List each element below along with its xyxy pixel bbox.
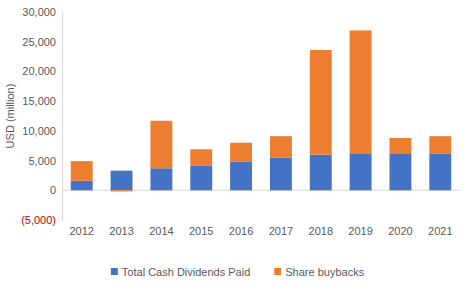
bar	[71, 181, 93, 191]
legend-item: Share buybacks	[274, 266, 364, 278]
plot: (5,000) 0 5,000 10,000 15,000 20,000 25,000 30,…	[21, 6, 460, 237]
legend-label: Share buybacks	[285, 266, 364, 278]
x-tick: 2019	[348, 220, 372, 237]
y-tick: 10,000	[22, 125, 62, 137]
bar	[150, 121, 172, 169]
x-tick: 2018	[309, 220, 333, 237]
x-tick-label: 2018	[309, 225, 333, 237]
x-axis: 2012 2013 2014 2015 2016 2017 2018 2019 2020 2021	[63, 220, 461, 237]
x-axis-line	[63, 220, 461, 221]
bar	[310, 50, 332, 155]
x-tick: 2014	[149, 220, 173, 237]
x-tick: 2013	[109, 220, 133, 237]
y-tick: 20,000	[22, 65, 62, 77]
bar	[71, 161, 93, 181]
bar	[389, 154, 411, 190]
bars	[71, 30, 451, 191]
x-tick-label: 2013	[109, 225, 133, 237]
chart: (5,000) 0 5,000 10,000 15,000 20,000 25,000 30,…	[0, 0, 475, 290]
y-axis-line	[62, 13, 63, 221]
series	[71, 30, 451, 191]
bar	[150, 168, 172, 190]
y-tick-label: 30,000	[22, 6, 56, 18]
bar	[389, 138, 411, 154]
x-tick-label: 2021	[428, 225, 452, 237]
bar	[350, 30, 372, 154]
bar	[230, 143, 252, 162]
bar	[270, 158, 292, 191]
y-axis: (5,000) 0 5,000 10,000 15,000 20,000 25,000 30,…	[21, 6, 62, 226]
bar	[111, 171, 133, 191]
x-tick-label: 2020	[388, 225, 412, 237]
bar	[429, 136, 451, 153]
bar	[310, 155, 332, 191]
x-tick-label: 2014	[149, 225, 173, 237]
y-tick: 0	[50, 184, 62, 196]
bar	[270, 136, 292, 157]
y-tick: 5,000	[28, 155, 62, 167]
x-tick-label: 2015	[189, 225, 213, 237]
x-tick: 2012	[69, 220, 93, 237]
y-tick: 30,000	[22, 6, 62, 18]
x-tick: 2016	[229, 220, 253, 237]
bar	[350, 154, 372, 190]
y-tick-label: (5,000)	[21, 214, 56, 226]
legend-label: Total Cash Dividends Paid	[122, 266, 250, 278]
bar	[230, 162, 252, 191]
bar	[111, 190, 133, 191]
y-axis-title: USD (million)	[4, 84, 16, 149]
bar	[429, 153, 451, 190]
x-tick: 2015	[189, 220, 213, 237]
y-tick-label: 15,000	[22, 95, 56, 107]
x-tick-label: 2019	[348, 225, 372, 237]
bar	[190, 166, 212, 190]
y-tick: 15,000	[22, 95, 62, 107]
y-tick: (5,000)	[21, 214, 62, 226]
bar	[190, 149, 212, 166]
y-tick-label: 5,000	[28, 155, 56, 167]
series	[71, 153, 451, 190]
legend: Total Cash Dividends Paid Share buybacks	[111, 266, 365, 278]
x-tick: 2021	[428, 220, 452, 237]
x-tick: 2020	[388, 220, 412, 237]
y-tick: 25,000	[22, 36, 62, 48]
x-tick-label: 2012	[69, 225, 93, 237]
y-tick-label: 0	[50, 184, 56, 196]
x-tick-label: 2017	[269, 225, 293, 237]
legend-item: Total Cash Dividends Paid	[111, 266, 250, 278]
y-tick-label: 20,000	[22, 65, 56, 77]
legend-swatch	[274, 268, 281, 275]
legend-swatch	[111, 268, 118, 275]
x-tick-label: 2016	[229, 225, 253, 237]
y-tick-label: 10,000	[22, 125, 56, 137]
x-tick: 2017	[269, 220, 293, 237]
y-tick-label: 25,000	[22, 36, 56, 48]
